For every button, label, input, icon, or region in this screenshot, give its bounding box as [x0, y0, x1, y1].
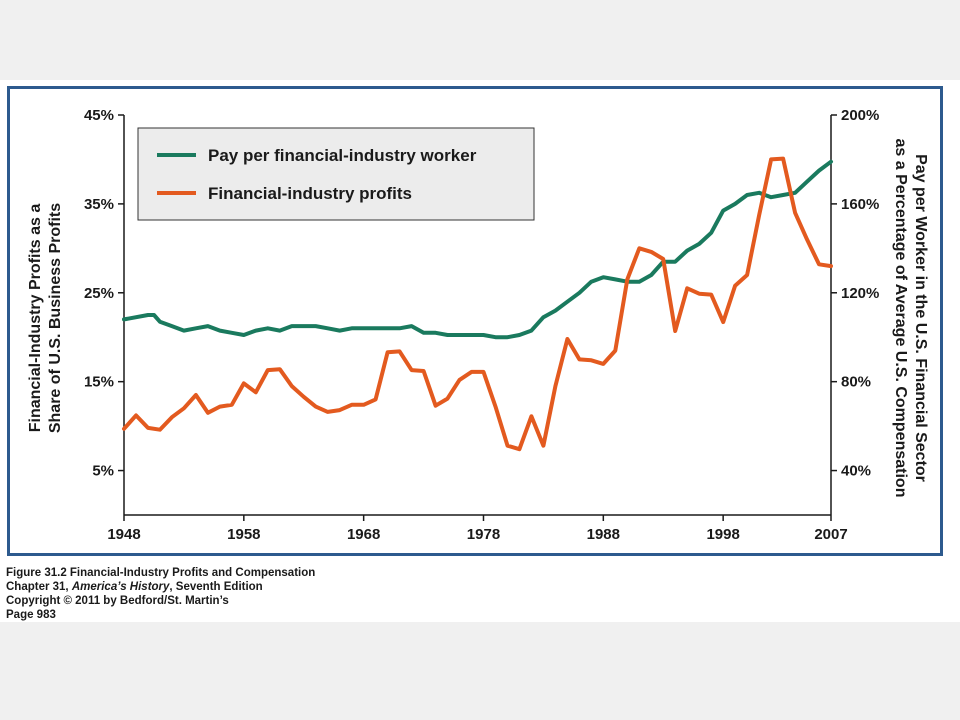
right-tick-label: 80% [841, 374, 871, 391]
left-tick-label: 25% [84, 285, 114, 302]
right-axis-label-line-2: as a Percentage of Average U.S. Compensa… [892, 139, 909, 498]
legend-label-pay: Pay per financial-industry worker [208, 146, 477, 165]
legend-label-profits: Financial-industry profits [208, 184, 412, 203]
x-tick-label: 2007 [814, 526, 847, 543]
x-tick-label: 1998 [706, 526, 739, 543]
x-tick-label: 1988 [587, 526, 620, 543]
right-axis-label-line-1: Pay per Worker in the U.S. Financial Sec… [912, 154, 929, 482]
right-ticks: 200% 160% 120% 80% 40% [831, 107, 879, 480]
left-axis-label-line-2: Share of U.S. Business Profits [47, 203, 64, 433]
right-tick-label: 200% [841, 107, 879, 124]
x-tick-label: 1958 [227, 526, 260, 543]
chart-frame: 45% 35% 25% 15% 5% 200% 160% 120% 80% 40% 1948 19… [7, 86, 943, 556]
caption-chapter: Chapter 31, [6, 581, 72, 593]
right-tick-label: 40% [841, 463, 871, 480]
series-line-financial-profits [122, 156, 833, 452]
legend: Pay per financial-industry worker Financ… [137, 127, 535, 221]
legend-box [137, 127, 535, 221]
slide: 45% 35% 25% 15% 5% 200% 160% 120% 80% 40% 1948 19… [0, 80, 960, 622]
caption-line-2: Chapter 31, America’s History, Seventh E… [6, 580, 315, 594]
x-tick-label: 1978 [467, 526, 500, 543]
caption-line-1: Figure 31.2 Financial-Industry Profits a… [6, 567, 316, 579]
left-tick-label: 45% [84, 107, 114, 124]
caption-book-title: America’s History [71, 581, 170, 593]
chart: 45%35%25%15%5% 200%160%120%80%40% 1948 19… [27, 107, 929, 543]
x-tick-label: 1968 [347, 526, 380, 543]
left-ticks: 45% 35% 25% 15% 5% [84, 107, 124, 480]
series-line-pay-per-worker [122, 159, 833, 340]
right-tick-label: 120% [841, 285, 879, 302]
x-tick-label: 1948 [107, 526, 140, 543]
right-tick-label: 160% [841, 196, 879, 213]
x-ticks: 1948 1958 1968 1978 1988 1998 2007 [107, 515, 848, 543]
caption-line-3: Copyright © 2011 by Bedford/St. Martin’s [6, 595, 229, 607]
figure-caption: Figure 31.2 Financial-Industry Profits a… [6, 566, 315, 622]
left-axis-label: Financial-Industry Profits as a Share of… [27, 203, 64, 433]
right-axis-label: Pay per Worker in the U.S. Financial Sec… [892, 139, 929, 498]
left-tick-label: 15% [84, 374, 114, 391]
left-axis-label-line-1: Financial-Industry Profits as a [27, 204, 44, 433]
left-tick-label: 35% [84, 196, 114, 213]
left-tick-label: 5% [92, 463, 114, 480]
caption-line-4: Page 983 [6, 609, 56, 621]
caption-edition: , Seventh Edition [169, 581, 263, 593]
